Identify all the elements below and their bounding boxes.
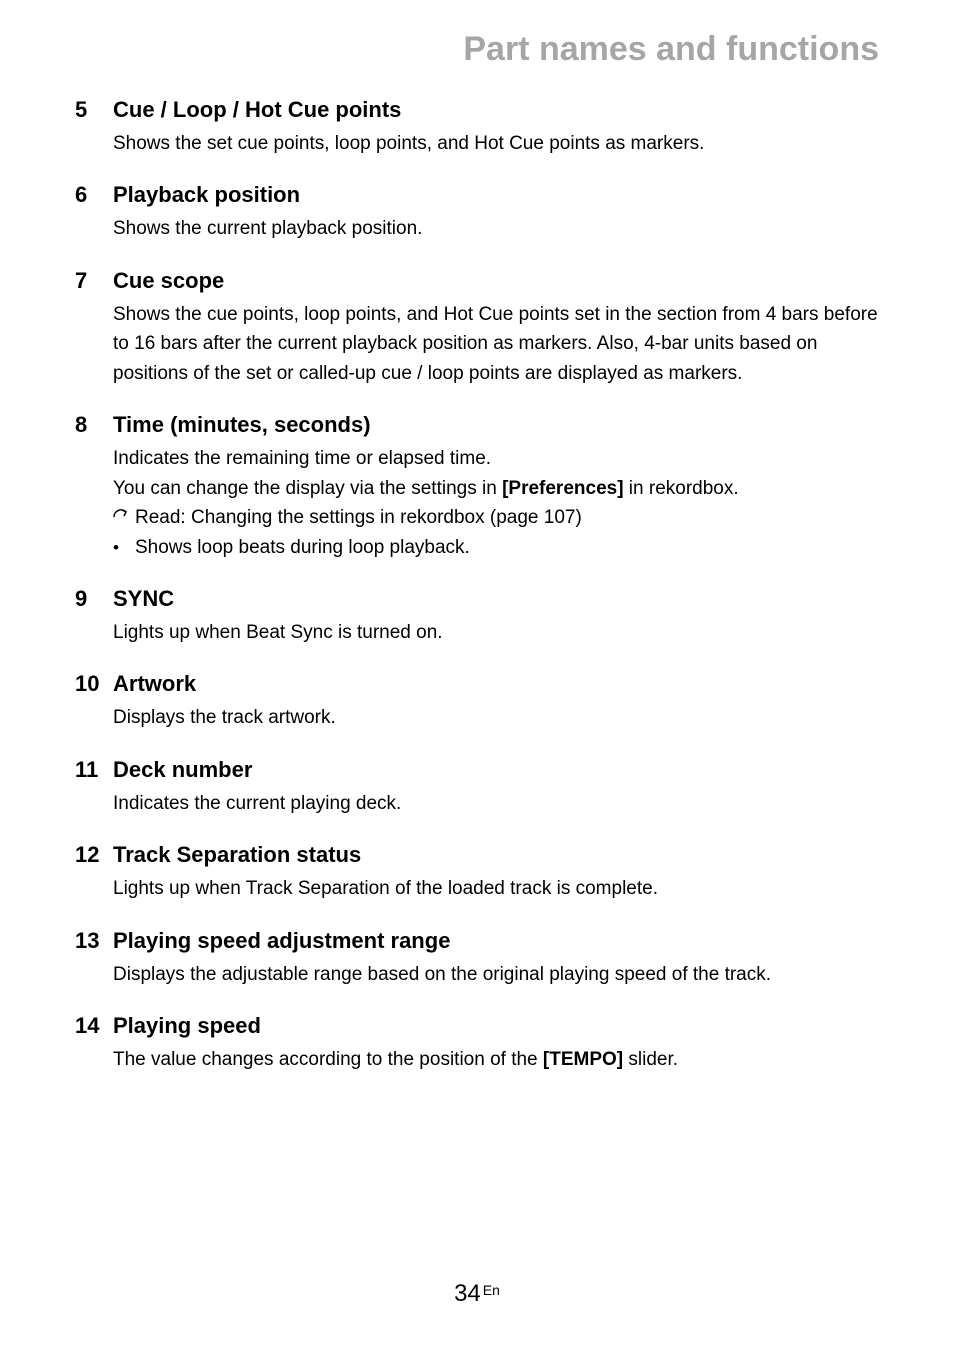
item-paragraph: Shows the current playback position.: [113, 214, 879, 243]
item-12: 12 Track Separation status Lights up whe…: [75, 842, 879, 903]
text-fragment: in rekordbox.: [624, 478, 739, 499]
item-number: 14: [75, 1013, 113, 1039]
item-title: Deck number: [113, 757, 252, 783]
item-paragraph: Shows the cue points, loop points, and H…: [113, 300, 879, 388]
item-title: Playback position: [113, 182, 300, 208]
item-body: Lights up when Beat Sync is turned on.: [113, 618, 879, 647]
item-number: 11: [75, 757, 113, 783]
item-head: 13 Playing speed adjustment range: [75, 928, 879, 954]
item-8: 8 Time (minutes, seconds) Indicates the …: [75, 412, 879, 562]
page-number: 34: [454, 1280, 481, 1307]
item-6: 6 Playback position Shows the current pl…: [75, 182, 879, 243]
page-lang: En: [483, 1282, 500, 1298]
read-link-row: Read: Changing the settings in rekordbox…: [113, 503, 879, 532]
item-body: Lights up when Track Separation of the l…: [113, 874, 879, 903]
item-number: 10: [75, 671, 113, 697]
item-paragraph: Shows the set cue points, loop points, a…: [113, 129, 879, 158]
item-9: 9 SYNC Lights up when Beat Sync is turne…: [75, 586, 879, 647]
item-number: 6: [75, 182, 113, 208]
page-header: Part names and functions: [75, 30, 879, 69]
item-title: Playing speed: [113, 1013, 261, 1039]
item-head: 7 Cue scope: [75, 268, 879, 294]
item-10: 10 Artwork Displays the track artwork.: [75, 671, 879, 732]
text-fragment: You can change the display via the setti…: [113, 478, 502, 499]
item-number: 7: [75, 268, 113, 294]
item-number: 12: [75, 842, 113, 868]
item-body: Shows the current playback position.: [113, 214, 879, 243]
item-number: 8: [75, 412, 113, 438]
page-footer: 34En: [0, 1280, 954, 1308]
text-fragment: slider.: [623, 1049, 678, 1070]
item-body: The value changes according to the posit…: [113, 1045, 879, 1074]
arrow-right-icon: [113, 505, 135, 531]
item-11: 11 Deck number Indicates the current pla…: [75, 757, 879, 818]
bold-text: [TEMPO]: [543, 1049, 623, 1070]
item-head: 9 SYNC: [75, 586, 879, 612]
item-title: SYNC: [113, 586, 174, 612]
header-title: Part names and functions: [75, 30, 879, 69]
item-13: 13 Playing speed adjustment range Displa…: [75, 928, 879, 989]
item-paragraph: Indicates the remaining time or elapsed …: [113, 444, 879, 473]
item-body: Displays the adjustable range based on t…: [113, 960, 879, 989]
item-title: Time (minutes, seconds): [113, 412, 371, 438]
item-7: 7 Cue scope Shows the cue points, loop p…: [75, 268, 879, 388]
item-number: 9: [75, 586, 113, 612]
item-number: 13: [75, 928, 113, 954]
item-title: Track Separation status: [113, 842, 361, 868]
item-paragraph: The value changes according to the posit…: [113, 1045, 879, 1074]
item-head: 12 Track Separation status: [75, 842, 879, 868]
item-paragraph: Displays the adjustable range based on t…: [113, 960, 879, 989]
text-fragment: The value changes according to the posit…: [113, 1049, 543, 1070]
item-head: 10 Artwork: [75, 671, 879, 697]
item-body: Shows the cue points, loop points, and H…: [113, 300, 879, 388]
item-title: Cue / Loop / Hot Cue points: [113, 97, 401, 123]
item-paragraph: Lights up when Beat Sync is turned on.: [113, 618, 879, 647]
item-body: Shows the set cue points, loop points, a…: [113, 129, 879, 158]
item-number: 5: [75, 97, 113, 123]
bullet-icon: •: [113, 535, 135, 561]
bullet-row: • Shows loop beats during loop playback.: [113, 533, 879, 562]
read-link-text: Read: Changing the settings in rekordbox…: [135, 503, 582, 532]
item-head: 5 Cue / Loop / Hot Cue points: [75, 97, 879, 123]
item-title: Playing speed adjustment range: [113, 928, 450, 954]
item-head: 11 Deck number: [75, 757, 879, 783]
item-body: Displays the track artwork.: [113, 703, 879, 732]
item-head: 14 Playing speed: [75, 1013, 879, 1039]
item-title: Artwork: [113, 671, 196, 697]
item-body: Indicates the current playing deck.: [113, 789, 879, 818]
bullet-text: Shows loop beats during loop playback.: [135, 533, 470, 562]
bold-text: [Preferences]: [502, 478, 623, 499]
item-paragraph: Indicates the current playing deck.: [113, 789, 879, 818]
item-paragraph: You can change the display via the setti…: [113, 474, 879, 503]
item-5: 5 Cue / Loop / Hot Cue points Shows the …: [75, 97, 879, 158]
item-14: 14 Playing speed The value changes accor…: [75, 1013, 879, 1074]
item-paragraph: Displays the track artwork.: [113, 703, 879, 732]
item-body: Indicates the remaining time or elapsed …: [113, 444, 879, 562]
item-head: 6 Playback position: [75, 182, 879, 208]
item-title: Cue scope: [113, 268, 224, 294]
item-head: 8 Time (minutes, seconds): [75, 412, 879, 438]
item-paragraph: Lights up when Track Separation of the l…: [113, 874, 879, 903]
